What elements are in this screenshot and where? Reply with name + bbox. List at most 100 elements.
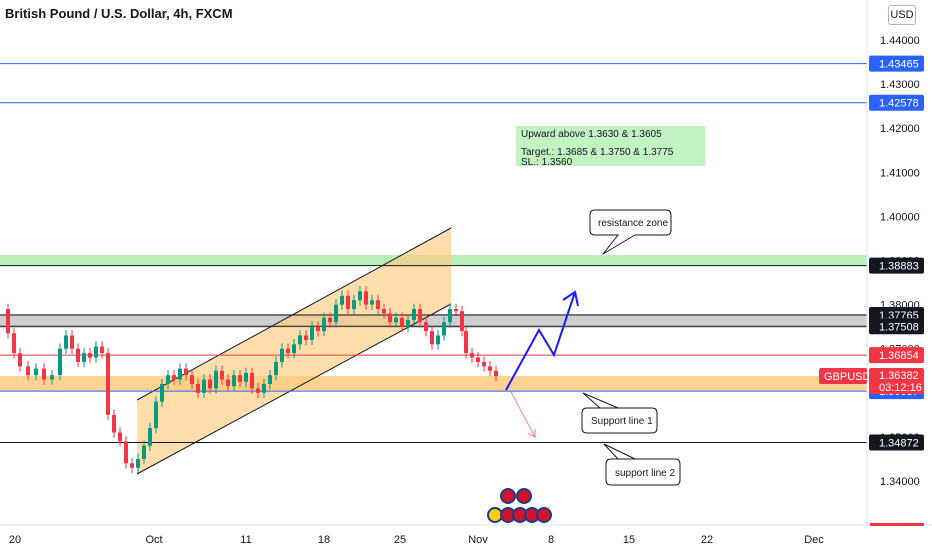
price-level-tag-label: 1.36854 bbox=[879, 350, 919, 362]
candle-body bbox=[430, 331, 434, 345]
x-tick-label: 11 bbox=[240, 534, 251, 546]
candle-body bbox=[12, 333, 16, 354]
candle-body bbox=[388, 313, 392, 323]
candle-body bbox=[226, 379, 230, 387]
current-price-box bbox=[869, 368, 924, 394]
price-level-tag bbox=[869, 94, 924, 111]
price-level-tag-label: 1.42578 bbox=[879, 98, 919, 110]
uk-flag-icon[interactable] bbox=[536, 507, 552, 523]
channel-lower-line[interactable] bbox=[136, 303, 452, 475]
candle-body bbox=[6, 309, 10, 334]
candle-body bbox=[232, 375, 236, 387]
y-tick-label: 1.44000 bbox=[880, 35, 920, 47]
candle-body bbox=[340, 295, 344, 305]
projection-arrow-head bbox=[562, 290, 579, 307]
candle-body bbox=[454, 309, 458, 312]
support1-callout[interactable]: Support line 1 bbox=[581, 392, 658, 434]
support2-callout[interactable]: support line 2 bbox=[603, 443, 681, 486]
candle-body bbox=[100, 346, 104, 354]
candle-body bbox=[448, 309, 452, 323]
candle-body bbox=[316, 326, 320, 332]
candle-body bbox=[202, 379, 206, 393]
candle-body bbox=[142, 445, 146, 459]
trade-note-box[interactable] bbox=[516, 126, 705, 166]
us-flag-icon[interactable] bbox=[487, 507, 503, 523]
gray-zone bbox=[0, 314, 867, 328]
candle-body bbox=[64, 335, 68, 349]
channel-upper-line[interactable] bbox=[136, 227, 452, 401]
candle-body bbox=[70, 335, 74, 349]
price-level-tag bbox=[869, 55, 924, 72]
x-tick-label: 18 bbox=[318, 534, 330, 546]
candle-body bbox=[184, 368, 188, 376]
candle-body bbox=[88, 353, 92, 358]
candle-body bbox=[334, 304, 338, 323]
candle-body bbox=[42, 368, 46, 380]
downside-arrow[interactable] bbox=[510, 391, 536, 438]
candle-body bbox=[136, 458, 140, 468]
price-level-tag-label: 1.37508 bbox=[879, 321, 919, 333]
candle-body bbox=[358, 291, 362, 301]
candle-body bbox=[148, 428, 152, 446]
candle-body bbox=[298, 335, 302, 345]
candle-body bbox=[286, 348, 290, 354]
candle-body bbox=[196, 383, 200, 393]
resistance-callout[interactable]: resistance zone bbox=[589, 209, 672, 255]
support2-callout-label: support line 2 bbox=[615, 468, 675, 479]
x-tick-label: Dec bbox=[804, 534, 824, 546]
candle-body bbox=[208, 379, 212, 389]
candle-body bbox=[166, 375, 170, 384]
currency-button[interactable]: USD bbox=[888, 5, 916, 25]
candle-body bbox=[394, 317, 398, 323]
candle-body bbox=[364, 291, 368, 305]
candle-body bbox=[328, 317, 332, 323]
x-tick-label: Oct bbox=[145, 534, 162, 546]
x-tick-label: 25 bbox=[394, 534, 406, 546]
candle-body bbox=[352, 300, 356, 310]
uk-flag-icon[interactable] bbox=[500, 488, 516, 504]
candle-body bbox=[190, 375, 194, 384]
downside-arrow-head bbox=[527, 429, 536, 438]
candle-body bbox=[460, 311, 464, 332]
candle-body bbox=[26, 366, 30, 376]
candle-body bbox=[214, 370, 218, 389]
candle-body bbox=[50, 375, 54, 380]
candle-body bbox=[178, 368, 182, 380]
y-tick-label: 1.34000 bbox=[880, 476, 920, 488]
x-tick-label: 22 bbox=[701, 534, 713, 546]
candle-body bbox=[400, 317, 404, 327]
candle-body bbox=[418, 309, 422, 323]
x-tick-label: 8 bbox=[548, 534, 554, 546]
candle-body bbox=[424, 322, 428, 332]
x-tick-label: 20 bbox=[9, 534, 21, 546]
candle-body bbox=[406, 320, 410, 327]
chart-title: British Pound / U.S. Dollar, 4h, FXCM bbox=[5, 6, 233, 21]
current-price-value: 1.36382 bbox=[879, 370, 919, 382]
uk-flag-icon[interactable] bbox=[516, 488, 532, 504]
candle-body bbox=[494, 370, 498, 377]
y-tick-label: 1.41000 bbox=[880, 167, 920, 179]
symbol-tag-box bbox=[819, 368, 867, 384]
countdown-value: 03:12:16 bbox=[879, 382, 922, 394]
candle-body bbox=[370, 300, 374, 305]
candle-body bbox=[118, 432, 122, 442]
candle-body bbox=[244, 372, 248, 382]
candle-body bbox=[220, 370, 224, 380]
price-level-tag bbox=[869, 434, 924, 451]
candle-body bbox=[112, 414, 116, 433]
price-level-tag bbox=[869, 257, 924, 274]
projection-path[interactable] bbox=[505, 291, 576, 391]
current-price-tag[interactable]: GBPUSD 1.36382 03:12:16 bbox=[819, 368, 924, 394]
y-tick-label: 1.43000 bbox=[880, 79, 920, 91]
candle-body bbox=[238, 375, 242, 382]
trade-note-line-3: SL.: 1.3560 bbox=[521, 157, 573, 168]
candle-body bbox=[274, 361, 278, 376]
candle-body bbox=[76, 348, 80, 362]
candle-body bbox=[34, 368, 38, 376]
candle-body bbox=[268, 375, 272, 384]
support1-callout-label: Support line 1 bbox=[591, 416, 653, 427]
candle-body bbox=[130, 463, 134, 468]
candle-body bbox=[154, 401, 158, 429]
price-level-tag-label: 1.43465 bbox=[879, 59, 919, 71]
